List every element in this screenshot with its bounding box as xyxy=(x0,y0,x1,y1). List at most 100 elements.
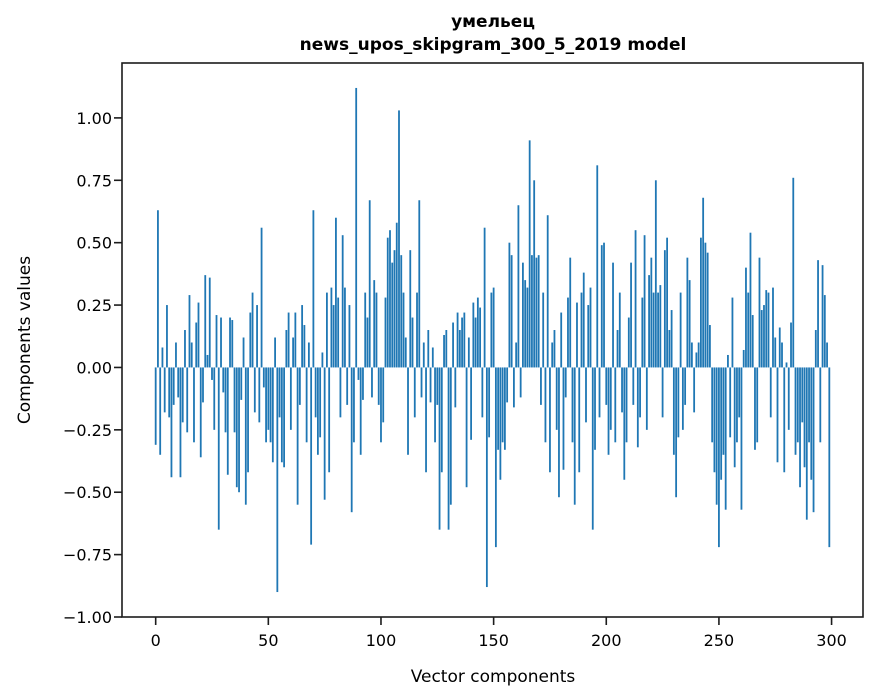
y-tick-label: −1.00 xyxy=(63,608,112,627)
bar xyxy=(533,180,536,368)
bar xyxy=(296,367,299,505)
bars-group xyxy=(154,87,831,593)
bar xyxy=(715,367,718,505)
bar xyxy=(348,305,351,368)
bar xyxy=(805,367,808,520)
bar xyxy=(567,297,569,368)
bar xyxy=(639,367,641,418)
bar xyxy=(794,367,797,455)
bar xyxy=(733,367,736,468)
bar xyxy=(350,367,353,513)
bar xyxy=(643,235,646,368)
bar xyxy=(535,257,538,368)
y-tick-label: 0.25 xyxy=(76,296,112,315)
bar xyxy=(301,305,304,368)
bar xyxy=(781,342,783,368)
bar xyxy=(654,180,657,368)
bar xyxy=(208,277,211,368)
bar xyxy=(612,262,614,368)
bar xyxy=(814,330,817,368)
bar xyxy=(458,330,461,368)
bar xyxy=(697,342,700,368)
bar xyxy=(359,367,362,455)
bar xyxy=(240,367,243,400)
bar xyxy=(517,205,520,368)
bar xyxy=(184,330,186,368)
bar xyxy=(400,255,403,368)
bar xyxy=(463,312,466,368)
bar xyxy=(195,322,198,368)
bar xyxy=(799,367,801,488)
bar xyxy=(154,367,157,445)
bar xyxy=(609,367,612,430)
y-tick-label: −0.25 xyxy=(63,421,112,440)
bar xyxy=(587,305,590,368)
bar xyxy=(591,367,594,530)
bar xyxy=(335,217,337,368)
bar xyxy=(476,297,479,368)
bar xyxy=(817,260,819,368)
bar xyxy=(262,367,265,388)
bar xyxy=(670,310,673,368)
bar xyxy=(709,325,711,368)
bar xyxy=(157,210,159,368)
bar xyxy=(634,230,637,368)
bar xyxy=(585,367,587,423)
x-axis-label: Vector components xyxy=(411,667,576,687)
bar xyxy=(368,200,371,368)
bar xyxy=(339,367,342,418)
bar xyxy=(808,367,810,443)
bar xyxy=(271,367,274,463)
bar xyxy=(796,367,799,443)
bar xyxy=(362,367,364,400)
bar xyxy=(447,367,450,530)
bar xyxy=(168,367,171,418)
bar xyxy=(713,367,716,473)
bar xyxy=(172,367,175,405)
bar xyxy=(695,352,698,368)
bar xyxy=(724,367,727,510)
bar xyxy=(785,362,788,368)
bar xyxy=(431,347,434,368)
bar xyxy=(668,330,671,368)
bar xyxy=(679,292,682,368)
bar xyxy=(546,215,549,368)
y-tick-label: 0.75 xyxy=(76,171,112,190)
bar xyxy=(247,367,249,473)
bar xyxy=(346,367,349,405)
bar xyxy=(760,310,763,368)
bar xyxy=(605,367,608,405)
bar xyxy=(621,367,623,413)
bar xyxy=(445,330,448,368)
bar xyxy=(199,367,202,458)
bar xyxy=(267,367,270,430)
bar xyxy=(177,367,180,398)
chart-subtitle: news_upos_skipgram_300_5_2019 model xyxy=(300,35,687,55)
bar xyxy=(307,342,310,368)
bar xyxy=(159,367,162,455)
bar xyxy=(251,292,254,368)
bar xyxy=(819,367,822,443)
bar xyxy=(398,110,400,368)
bar xyxy=(600,245,603,368)
bar xyxy=(706,252,709,368)
bar xyxy=(648,275,650,368)
bar xyxy=(260,227,263,368)
bar xyxy=(204,275,207,368)
bar xyxy=(483,227,486,368)
bar xyxy=(537,255,540,368)
bar xyxy=(553,330,556,368)
bar xyxy=(618,292,621,368)
bar xyxy=(494,367,497,548)
bar xyxy=(812,367,815,513)
bar xyxy=(666,237,668,368)
bar xyxy=(323,367,326,500)
bar xyxy=(314,367,317,418)
y-tick-label: −0.75 xyxy=(63,546,112,565)
x-tick-label: 200 xyxy=(591,631,622,650)
bar xyxy=(763,305,765,368)
bar xyxy=(341,235,344,368)
bar xyxy=(337,297,340,368)
bar xyxy=(427,330,430,368)
